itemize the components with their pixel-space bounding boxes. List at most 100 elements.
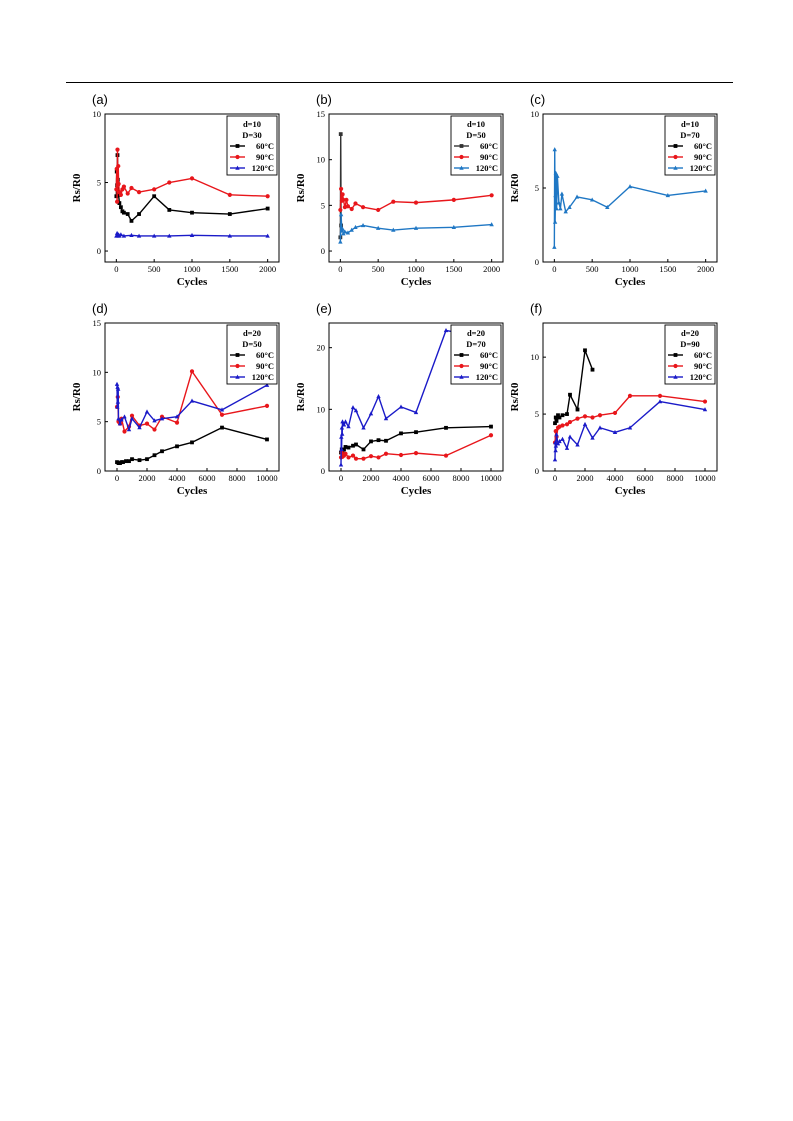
data-point — [345, 204, 351, 209]
y-tick-label: 10 — [93, 367, 102, 377]
data-point — [341, 422, 347, 427]
panel-label: (f) — [530, 301, 542, 316]
data-point — [575, 442, 580, 447]
data-point — [354, 442, 358, 447]
plot-frame — [104, 322, 280, 472]
chart-svg-f: (f) 0 2000 4000 6000 8000 10000 0 5 10 Cycles Rs/R0… — [509, 301, 718, 497]
chart-panel-d: (d) 0 2000 4000 6000 8000 10000 0 5 10 15 Cycles Rs/… — [71, 297, 299, 502]
y-tick-label: 0 — [321, 246, 325, 256]
data-point — [129, 413, 135, 418]
legend-entry: 60°C — [694, 141, 712, 151]
x-axis-label: Cycles — [401, 276, 432, 288]
y-tick-label: 0 — [535, 257, 539, 267]
data-point — [118, 192, 123, 197]
x-tick-label: 4000 — [169, 473, 186, 483]
data-point — [125, 212, 130, 216]
data-point — [560, 423, 565, 428]
data-point — [413, 451, 419, 456]
legend-marker — [673, 144, 678, 148]
data-point — [583, 348, 587, 353]
legend-marker — [673, 154, 678, 160]
data-point — [129, 232, 134, 237]
data-point — [555, 173, 560, 178]
x-tick-label: 0 — [114, 264, 118, 274]
data-point — [160, 449, 164, 454]
data-point — [346, 445, 351, 450]
series-2 — [338, 433, 494, 461]
data-point — [338, 207, 343, 213]
data-point — [556, 413, 560, 418]
data-point — [118, 205, 123, 210]
data-point — [342, 229, 348, 234]
legend-header: d=10 — [467, 119, 485, 129]
y-tick-label: 0 — [97, 466, 101, 476]
data-point — [125, 191, 130, 196]
data-point — [339, 434, 344, 439]
x-tick-label: 2000 — [259, 264, 276, 274]
data-point — [443, 453, 449, 458]
legend-marker — [673, 353, 678, 357]
data-point — [174, 414, 180, 419]
data-point — [567, 419, 573, 425]
x-tick-label: 10000 — [694, 473, 715, 483]
data-point — [568, 392, 572, 397]
data-point — [116, 163, 121, 169]
data-point — [343, 419, 348, 424]
chart-svg-a: (a) 0 500 1000 1500 2000 0 5 10 Cycles Rs/R0 d=10D=… — [71, 92, 280, 288]
data-point — [130, 457, 134, 462]
data-point — [152, 453, 157, 458]
x-tick-label: 6000 — [637, 473, 654, 483]
data-point — [555, 441, 561, 446]
data-point — [414, 430, 418, 435]
data-point — [145, 457, 149, 462]
data-point — [553, 448, 558, 453]
data-point — [129, 416, 135, 421]
y-tick-label: 10 — [531, 109, 540, 119]
data-point — [265, 437, 269, 442]
x-axis-label: Cycles — [615, 485, 646, 497]
y-tick-label: 10 — [93, 109, 102, 119]
data-point — [115, 199, 120, 204]
data-point — [702, 407, 708, 412]
data-point — [346, 455, 351, 460]
data-point — [136, 233, 142, 238]
y-tick-label: 5 — [97, 178, 101, 188]
legend-entry: 120°C — [690, 163, 712, 173]
data-point — [227, 233, 233, 238]
legend-marker — [235, 363, 240, 369]
data-point — [119, 417, 124, 422]
data-point — [114, 381, 120, 386]
data-point — [264, 382, 270, 387]
series-3 — [338, 212, 494, 244]
data-point — [413, 225, 419, 230]
data-point — [340, 431, 345, 436]
data-point — [489, 222, 494, 227]
x-axis-label: Cycles — [177, 276, 208, 288]
x-tick-label: 2000 — [577, 473, 594, 483]
legend-header: D=50 — [242, 339, 261, 349]
data-point — [115, 147, 120, 152]
data-point — [122, 429, 127, 434]
data-point — [553, 443, 559, 448]
chart-svg-e: (e) 0 2000 4000 6000 8000 10000 0 10 20 Cycles Rs/R… — [295, 301, 504, 497]
data-point — [657, 393, 663, 398]
data-point — [612, 429, 618, 434]
y-tick-label: 15 — [93, 318, 102, 328]
y-axis-label: Rs/R0 — [509, 173, 521, 202]
chart-panel-c: (c) 0 500 1000 1500 2000 0 5 10 Cycles Rs/R0 d=10 D=… — [509, 88, 737, 293]
y-tick-label: 10 — [531, 352, 540, 362]
y-tick-label: 5 — [97, 417, 101, 427]
data-point — [567, 204, 572, 209]
y-tick-label: 5 — [535, 183, 539, 193]
x-tick-label: 1000 — [184, 264, 201, 274]
data-point — [353, 408, 359, 413]
data-point — [368, 411, 374, 416]
data-point — [174, 420, 180, 425]
series-2 — [552, 393, 708, 445]
x-tick-label: 8000 — [229, 473, 246, 483]
x-tick-label: 8000 — [453, 473, 470, 483]
x-tick-label: 2000 — [363, 473, 380, 483]
series-line — [116, 384, 268, 431]
y-axis-label: Rs/R0 — [295, 382, 307, 411]
